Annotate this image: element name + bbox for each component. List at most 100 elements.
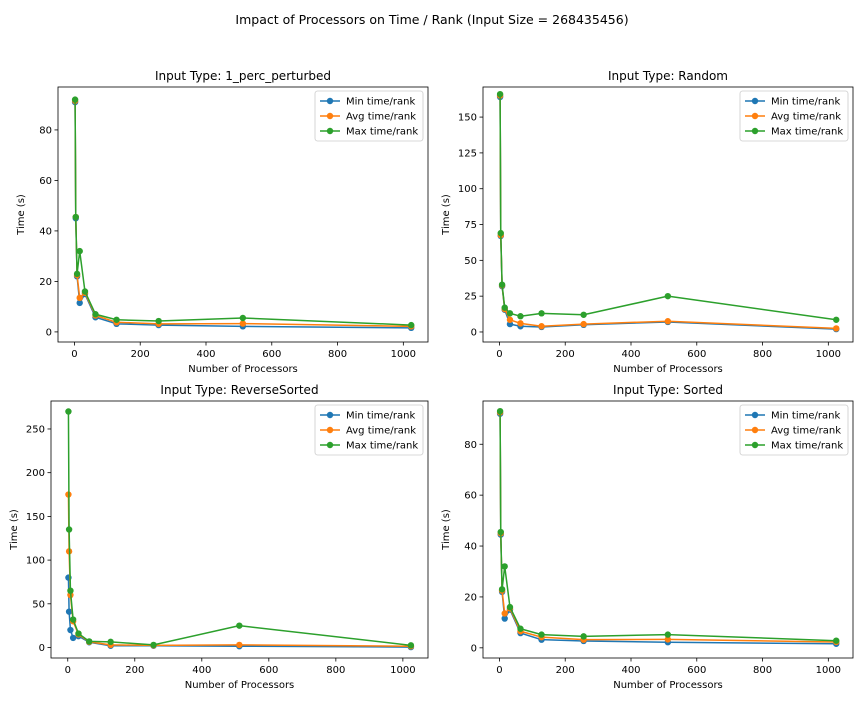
- data-point: [664, 636, 672, 643]
- x-axis-label: Number of Processors: [185, 680, 295, 691]
- data-point: [501, 304, 508, 311]
- data-point: [408, 321, 415, 329]
- data-point: [833, 325, 840, 332]
- data-point: [501, 610, 508, 617]
- x-tick-label: 400: [621, 665, 640, 676]
- x-tick-label: 600: [259, 665, 278, 676]
- y-tick-label: 0: [46, 327, 52, 338]
- legend-marker: [326, 127, 334, 135]
- data-point: [496, 407, 504, 415]
- legend-marker: [751, 112, 759, 120]
- data-point: [517, 313, 524, 320]
- legend-box: [314, 90, 424, 142]
- y-tick-label: 0: [471, 643, 477, 654]
- legend-marker: [751, 97, 759, 105]
- x-tick-label: 600: [687, 665, 706, 676]
- data-point: [65, 526, 73, 533]
- legend-label: Max time/rank: [771, 127, 843, 138]
- series-line: [67, 411, 411, 647]
- y-tick-label: 25: [464, 292, 477, 303]
- data-point: [517, 320, 524, 327]
- figure-suptitle: Impact of Processors on Time / Rank (Inp…: [235, 12, 628, 27]
- y-tick-label: 75: [464, 220, 477, 231]
- data-point: [506, 316, 514, 323]
- data-point: [496, 90, 504, 98]
- legend-marker: [751, 411, 759, 419]
- data-point: [538, 310, 545, 317]
- series-line: [499, 411, 837, 642]
- y-tick-label: 250: [26, 424, 45, 435]
- y-tick-label: 60: [39, 176, 52, 187]
- data-point: [107, 638, 114, 646]
- y-tick-label: 40: [39, 226, 52, 237]
- x-axis-label: Number of Processors: [613, 680, 723, 691]
- x-tick-label: 200: [556, 349, 575, 360]
- legend-marker: [326, 112, 334, 120]
- data-point: [501, 563, 508, 570]
- x-tick-label: 1000: [390, 665, 415, 676]
- legend-box: [314, 404, 424, 456]
- y-tick-label: 80: [464, 440, 477, 451]
- y-tick-label: 100: [458, 184, 477, 195]
- data-point: [67, 626, 74, 634]
- series-line: [74, 99, 412, 326]
- data-point: [150, 641, 157, 649]
- legend-marker: [326, 411, 334, 419]
- series-line: [67, 577, 411, 648]
- x-tick-label: 200: [556, 665, 575, 676]
- data-point: [498, 586, 506, 593]
- subplot-title: Input Type: 1_perc_perturbed: [155, 69, 331, 83]
- x-tick-label: 200: [131, 349, 150, 360]
- y-tick-label: 125: [458, 148, 477, 159]
- data-point: [86, 638, 93, 645]
- x-tick-label: 600: [262, 349, 281, 360]
- subplot-title: Input Type: ReverseSorted: [160, 383, 318, 397]
- data-point: [664, 318, 672, 325]
- x-tick-label: 0: [496, 665, 502, 676]
- x-tick-label: 0: [65, 665, 71, 676]
- data-point: [664, 631, 672, 638]
- y-tick-label: 20: [39, 277, 52, 288]
- data-point: [236, 641, 243, 649]
- data-point: [76, 299, 83, 307]
- y-tick-label: 150: [458, 113, 477, 124]
- legend-marker: [751, 127, 759, 135]
- x-tick-label: 1000: [816, 349, 841, 360]
- data-point: [580, 633, 587, 640]
- y-tick-label: 100: [26, 556, 45, 567]
- data-point: [501, 615, 508, 622]
- data-point: [76, 247, 83, 255]
- legend-marker: [326, 441, 334, 449]
- legend-label: Min time/rank: [346, 411, 415, 422]
- data-point: [506, 603, 514, 611]
- y-axis-label: Time (s): [16, 194, 27, 236]
- legend-label: Avg time/rank: [771, 112, 841, 123]
- legend-label: Avg time/rank: [771, 426, 841, 437]
- data-point: [65, 608, 73, 615]
- x-tick-label: 800: [753, 349, 772, 360]
- y-tick-label: 80: [39, 125, 52, 136]
- x-tick-label: 800: [326, 665, 345, 676]
- subplot-title: Input Type: Random: [608, 69, 728, 83]
- subplot-sorted: Input Type: Sorted 0 200 400 600 800 1000 0 20 40…: [441, 383, 854, 691]
- data-point: [113, 316, 120, 323]
- data-point: [67, 587, 74, 594]
- data-point: [69, 634, 77, 642]
- x-tick-label: 1000: [816, 665, 841, 676]
- legend-label: Min time/rank: [346, 97, 415, 108]
- legend-label: Max time/rank: [346, 441, 418, 452]
- y-tick-label: 150: [26, 512, 45, 523]
- legend-box: [739, 90, 849, 142]
- legend-box: [739, 404, 849, 456]
- x-axis-label: Number of Processors: [613, 364, 723, 375]
- y-tick-label: 200: [26, 468, 45, 479]
- y-tick-label: 60: [464, 491, 477, 502]
- x-tick-label: 1000: [391, 349, 416, 360]
- x-tick-label: 800: [753, 665, 772, 676]
- data-point: [498, 281, 506, 288]
- y-axis-label: Time (s): [9, 509, 20, 551]
- legend-label: Min time/rank: [771, 411, 840, 422]
- x-tick-label: 400: [192, 665, 211, 676]
